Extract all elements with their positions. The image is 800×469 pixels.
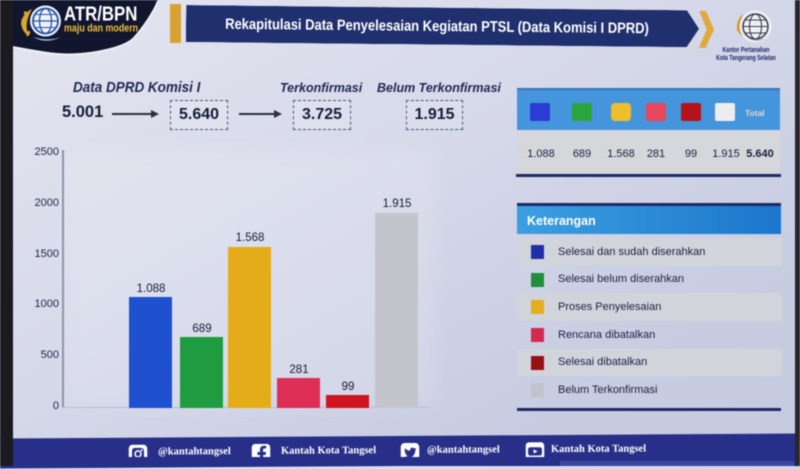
svg-text:maju dan modern: maju dan modern: [64, 23, 138, 35]
svg-text:ATR/BPN: ATR/BPN: [64, 2, 137, 25]
